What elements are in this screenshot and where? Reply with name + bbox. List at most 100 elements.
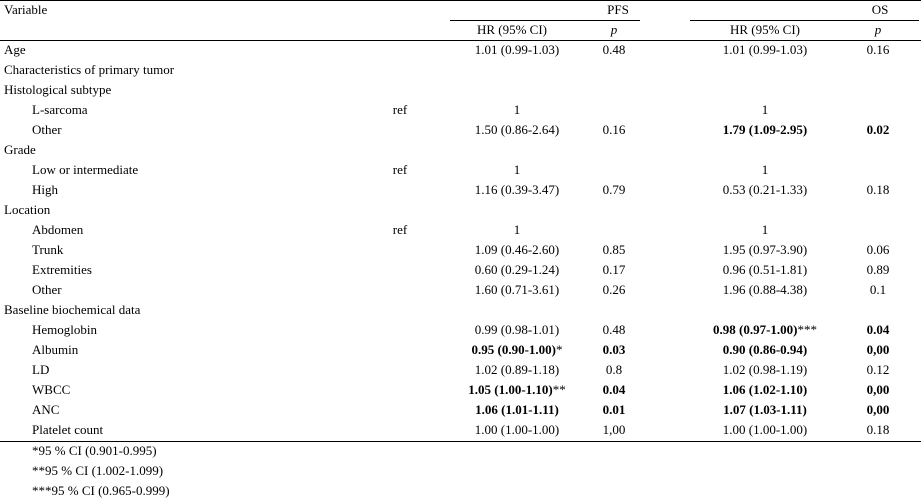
pfs-hr-cell: 0.95 (0.90-1.00)* <box>472 342 563 357</box>
pfs-p-cell: 0.16 <box>603 122 626 137</box>
pfs-hr-cell: 1.05 (1.00-1.10)** <box>468 382 566 397</box>
os-p-cell: 0.06 <box>867 242 890 257</box>
os-hr-cell: 1.02 (0.98-1.19) <box>723 362 808 377</box>
os-p-cell: 0.12 <box>867 362 890 377</box>
pfs-p-cell: 0.79 <box>603 182 626 197</box>
cell-value: ref <box>393 162 408 177</box>
pfs-p-cell: 0.03 <box>603 342 626 357</box>
cell-value: 1 <box>514 222 521 237</box>
os-hr-cell: 1.95 (0.97-3.90) <box>723 242 808 257</box>
pfs-hr-cell: 0.99 (0.98-1.01) <box>475 322 560 337</box>
os-p-cell: 0.89 <box>867 262 890 277</box>
cell-value: 0.79 <box>603 182 626 197</box>
pfs-hr-cell: 1 <box>514 102 521 117</box>
cell-value: 0.96 (0.51-1.81) <box>723 262 808 277</box>
cell-value: ref <box>393 102 408 117</box>
row-label: Baseline biochemical data <box>4 302 141 317</box>
cell-value: 1.07 (1.03-1.11) <box>723 402 807 417</box>
cell-value: 1.06 (1.01-1.11) <box>475 402 559 417</box>
header-hr: HR (95% CI) <box>477 22 547 37</box>
cell-value: 1,00 <box>603 422 626 437</box>
header-os: OS <box>872 2 889 17</box>
cell-value: 1.01 (0.99-1.03) <box>475 42 560 57</box>
cell-value: 0.95 (0.90-1.00) <box>472 342 557 357</box>
os-hr-cell: 0.98 (0.97-1.00)*** <box>713 322 817 337</box>
cell-value: 0.98 (0.97-1.00) <box>713 322 798 337</box>
cell-value: 1 <box>762 102 769 117</box>
cell-value: 0,00 <box>867 382 890 397</box>
cell-value: 0.60 (0.29-1.24) <box>475 262 560 277</box>
row-label: Other <box>32 282 62 297</box>
header-p: p <box>610 22 618 37</box>
cell-value: 1.95 (0.97-3.90) <box>723 242 808 257</box>
row-label: Histological subtype <box>4 82 111 97</box>
cell-value: 0.48 <box>603 322 626 337</box>
footnote: **95 % CI (1.002-1.099) <box>32 463 163 478</box>
os-p-cell: 0.02 <box>867 122 890 137</box>
pfs-hr-cell: 1 <box>514 162 521 177</box>
os-hr-cell: 1.06 (1.02-1.10) <box>723 382 808 397</box>
cell-value: 1.09 (0.46-2.60) <box>475 242 560 257</box>
row-label: Characteristics of primary tumor <box>4 62 175 77</box>
os-p-cell: 0,00 <box>867 342 890 357</box>
cell-value: 0.04 <box>603 382 626 397</box>
footnote-mark: * <box>556 342 563 357</box>
os-hr-cell: 0.96 (0.51-1.81) <box>723 262 808 277</box>
row-label: Trunk <box>32 242 64 257</box>
header-hr: HR (95% CI) <box>730 22 800 37</box>
row-label: Grade <box>4 142 36 157</box>
os-p-cell: 0.16 <box>867 42 890 57</box>
row-label: Other <box>32 122 62 137</box>
ref-cell: ref <box>393 162 408 177</box>
header-variable: Variable <box>4 2 48 17</box>
cell-value: 0.99 (0.98-1.01) <box>475 322 560 337</box>
pfs-p-cell: 0.48 <box>603 322 626 337</box>
cell-value: 1.05 (1.00-1.10) <box>468 382 553 397</box>
cell-value: 1 <box>514 162 521 177</box>
os-hr-cell: 1.01 (0.99-1.03) <box>723 42 808 57</box>
cell-value: 1.00 (1.00-1.00) <box>475 422 560 437</box>
pfs-hr-cell: 1.02 (0.89-1.18) <box>475 362 560 377</box>
header-p: p <box>874 22 882 37</box>
cell-value: 1.50 (0.86-2.64) <box>475 122 560 137</box>
cell-value: 0.12 <box>867 362 890 377</box>
ref-cell: ref <box>393 102 408 117</box>
os-hr-cell: 1.07 (1.03-1.11) <box>723 402 807 417</box>
cell-value: 1.60 (0.71-3.61) <box>475 282 560 297</box>
pfs-hr-cell: 0.60 (0.29-1.24) <box>475 262 560 277</box>
os-p-cell: 0.18 <box>867 182 890 197</box>
pfs-p-cell: 0.26 <box>603 282 626 297</box>
cell-value: 0.01 <box>603 402 626 417</box>
footnote: *95 % CI (0.901-0.995) <box>32 443 157 458</box>
cell-value: 1.16 (0.39-3.47) <box>475 182 560 197</box>
cell-value: 0,00 <box>867 342 890 357</box>
pfs-p-cell: 0.48 <box>603 42 626 57</box>
cell-value: 0.26 <box>603 282 626 297</box>
cell-value: 1.01 (0.99-1.03) <box>723 42 808 57</box>
os-hr-cell: 0.53 (0.21-1.33) <box>723 182 808 197</box>
header-pfs: PFS <box>607 2 629 17</box>
cell-value: 1.96 (0.88-4.38) <box>723 282 808 297</box>
pfs-p-cell: 0.85 <box>603 242 626 257</box>
cell-value: 0.04 <box>867 322 890 337</box>
os-hr-cell: 1 <box>762 162 769 177</box>
cell-value: 0.16 <box>867 42 890 57</box>
pfs-hr-cell: 1.00 (1.00-1.00) <box>475 422 560 437</box>
row-label: Low or intermediate <box>32 162 138 177</box>
os-hr-cell: 1.00 (1.00-1.00) <box>723 422 808 437</box>
cell-value: 0.89 <box>867 262 890 277</box>
footnote-mark: ** <box>553 382 566 397</box>
row-label: Age <box>4 42 26 57</box>
cell-value: 0.8 <box>606 362 622 377</box>
os-hr-cell: 1.96 (0.88-4.38) <box>723 282 808 297</box>
cell-value: 1.02 (0.89-1.18) <box>475 362 560 377</box>
pfs-p-cell: 0.01 <box>603 402 626 417</box>
cell-value: 1.02 (0.98-1.19) <box>723 362 808 377</box>
cell-value: 0.17 <box>603 262 626 277</box>
os-hr-cell: 1.79 (1.09-2.95) <box>723 122 808 137</box>
cell-value: 0,00 <box>867 402 890 417</box>
cell-value: 0.03 <box>603 342 626 357</box>
row-label: ANC <box>32 402 59 417</box>
pfs-hr-cell: 1.01 (0.99-1.03) <box>475 42 560 57</box>
footnote-mark: *** <box>798 322 818 337</box>
